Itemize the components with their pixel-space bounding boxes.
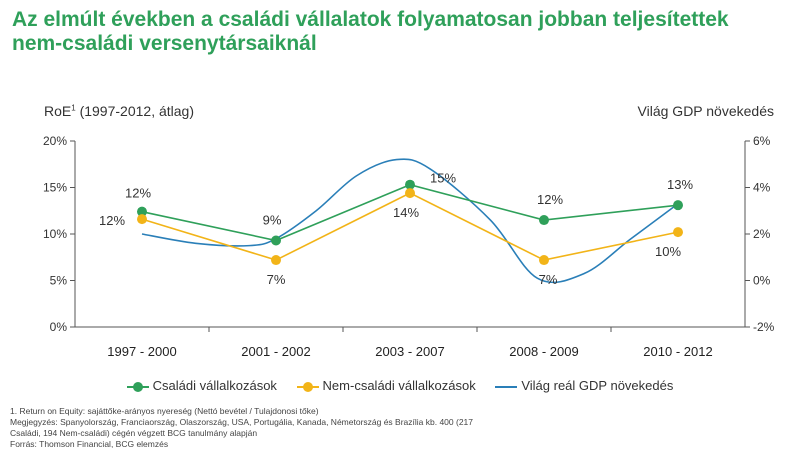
data-point-family — [137, 206, 147, 217]
left-axis-title-main: RoE — [44, 103, 72, 119]
legend-label-family: Családi vállalkozások — [152, 378, 277, 393]
legend-item-family: Családi vállalkozások — [126, 378, 277, 393]
right-tick-label: 6% — [753, 134, 771, 148]
legend-marker-nonfamily — [296, 381, 319, 392]
x-tick-label: 2001 - 2002 — [241, 344, 310, 359]
legend-label-gdp: Világ reál GDP növekedés — [521, 378, 674, 393]
footnote-3: Családi, 194 Nem-családi) cégén végzett … — [10, 428, 258, 438]
left-tick-label: 15% — [43, 181, 67, 195]
title-line-2: nem-családi versenytársaiknál — [12, 32, 317, 55]
title-line-1: Az elmúlt években a családi vállalatok f… — [12, 8, 729, 31]
data-label-nonfamily: 14% — [393, 205, 419, 220]
right-axis-title: Világ GDP növekedés — [637, 103, 774, 119]
data-label-nonfamily: 7% — [539, 272, 558, 287]
left-tick-label: 10% — [43, 227, 67, 241]
footnote-2: Megjegyzés: Spanyolország, Franciaország… — [10, 417, 474, 427]
x-tick-label: 2008 - 2009 — [509, 344, 578, 359]
data-label-family: 15% — [430, 171, 456, 186]
data-point-nonfamily — [405, 188, 415, 199]
data-label-nonfamily: 7% — [267, 272, 286, 287]
data-point-family — [271, 235, 281, 246]
data-label-family: 13% — [667, 177, 693, 192]
right-tick-label: 2% — [753, 227, 771, 241]
left-tick-label: 0% — [50, 320, 68, 334]
left-tick-label: 20% — [43, 134, 67, 148]
right-tick-label: -2% — [753, 320, 775, 334]
footnote-1: 1. Return on Equity: sajáttőke-arányos n… — [10, 406, 319, 416]
data-point-family — [405, 179, 415, 190]
right-tick-label: 0% — [753, 274, 771, 288]
page-title: Az elmúlt években a családi vállalatok f… — [12, 8, 792, 56]
left-axis-title: RoE1 (1997-2012, átlag) — [44, 103, 194, 119]
data-label-family: 12% — [125, 186, 151, 201]
left-axis-title-rest: (1997-2012, átlag) — [75, 103, 194, 119]
legend-marker-gdp — [495, 382, 518, 392]
data-point-family — [673, 200, 683, 211]
data-label-nonfamily: 10% — [655, 244, 681, 259]
legend-marker-family — [126, 381, 149, 392]
data-label-family: 12% — [537, 192, 563, 207]
footnote-marker: 1 — [71, 103, 76, 113]
x-tick-label: 1997 - 2000 — [107, 344, 176, 359]
chart-legend: Családi vállalkozások Nem-családi vállal… — [0, 378, 800, 393]
data-point-nonfamily — [539, 255, 549, 266]
legend-label-nonfamily: Nem-családi vállalkozások — [322, 378, 476, 393]
footnotes: 1. Return on Equity: sajáttőke-arányos n… — [10, 406, 570, 450]
data-label-family: 9% — [263, 213, 282, 228]
data-point-nonfamily — [673, 227, 683, 238]
legend-item-gdp: Világ reál GDP növekedés — [495, 378, 673, 393]
x-tick-label: 2003 - 2007 — [375, 344, 444, 359]
legend-item-nonfamily: Nem-családi vállalkozások — [296, 378, 476, 393]
data-point-family — [539, 215, 549, 226]
series-line-nonfamily — [141, 192, 679, 261]
series-line-gdp — [141, 158, 679, 284]
data-label-nonfamily: 12% — [99, 213, 125, 228]
footnote-4: Forrás: Thomson Financial, BCG elemzés — [10, 439, 169, 449]
right-tick-label: 4% — [753, 181, 771, 195]
left-tick-label: 5% — [50, 274, 68, 288]
data-point-nonfamily — [271, 255, 281, 266]
x-tick-label: 2010 - 2012 — [643, 344, 712, 359]
data-point-nonfamily — [137, 214, 147, 225]
